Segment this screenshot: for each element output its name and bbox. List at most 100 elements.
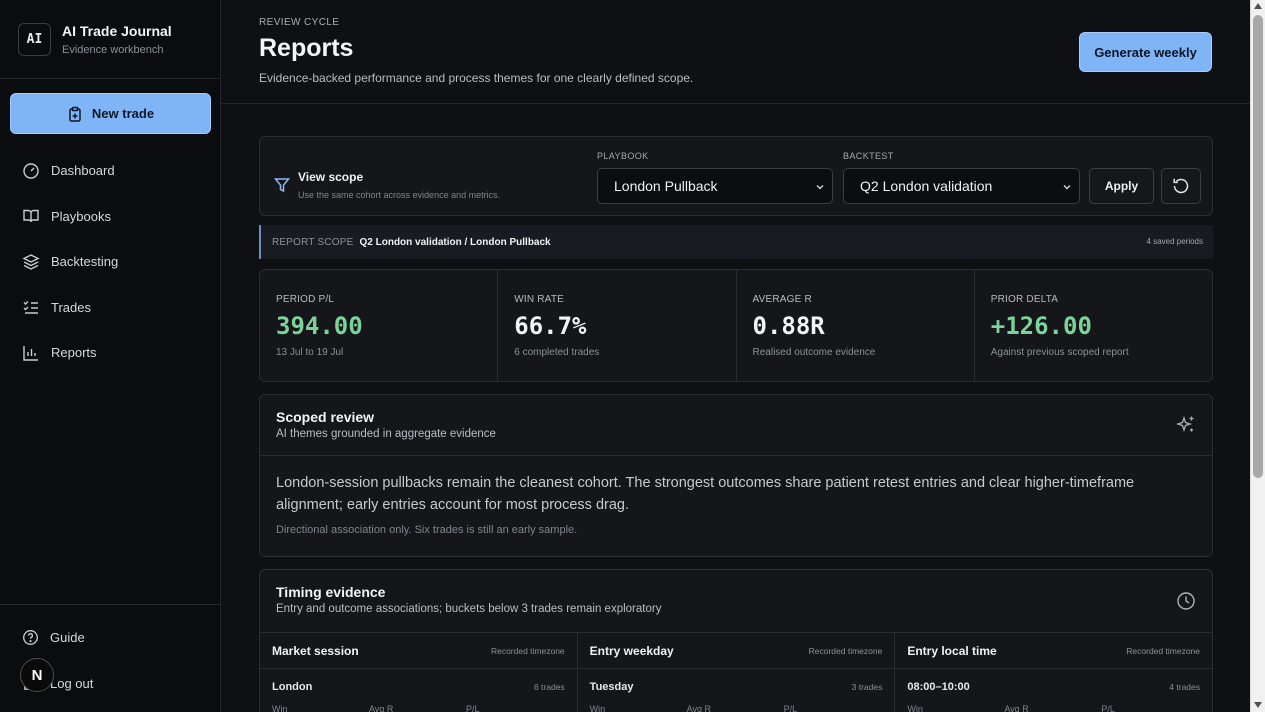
report-scope-label: REPORT SCOPE xyxy=(272,236,354,248)
column-title: Entry weekday xyxy=(589,643,674,658)
backtest-label: BACKTEST xyxy=(843,151,894,161)
timing-column-local-time: Entry local time Recorded timezone 08:00… xyxy=(895,633,1212,712)
brand-logo: AI xyxy=(18,22,51,56)
reset-button[interactable] xyxy=(1161,168,1201,204)
metric-label: PERIOD P/L xyxy=(276,294,335,305)
sidebar-item-label: Trades xyxy=(51,299,91,315)
list-checks-icon xyxy=(23,301,38,314)
column-timezone: Recorded timezone xyxy=(1126,645,1201,656)
sidebar-item-trades[interactable]: Trades xyxy=(0,285,220,331)
new-trade-label: New trade xyxy=(91,106,155,121)
row-name: Tuesday xyxy=(589,681,634,693)
metric-note: Against previous scoped report xyxy=(990,347,1129,358)
sidebar-item-label: Backtesting xyxy=(51,254,119,270)
review-subtitle: AI themes grounded in aggregate evidence xyxy=(276,428,496,440)
stat-label: Win xyxy=(589,704,606,712)
metric-note: Realised outcome evidence xyxy=(752,347,876,358)
logout-label: Log out xyxy=(50,676,94,691)
row-name: 08:00–10:00 xyxy=(907,681,970,693)
sidebar-item-label: Dashboard xyxy=(51,163,115,179)
page-subtitle: Evidence-backed performance and process … xyxy=(259,71,694,85)
sidebar-item-playbooks[interactable]: Playbooks xyxy=(0,194,220,240)
row-stats: Win Avg R P/L xyxy=(895,704,1212,712)
scrollbar-thumb[interactable] xyxy=(1253,15,1263,478)
chevron-down-icon xyxy=(1063,185,1071,190)
stat-label: P/L xyxy=(466,704,480,712)
metric-value: 66.7% xyxy=(514,312,587,340)
playbook-value: London Pullback xyxy=(614,178,718,194)
apply-button[interactable]: Apply xyxy=(1089,168,1154,204)
help-circle-icon xyxy=(23,630,38,645)
timing-evidence-card: Timing evidence Entry and outcome associ… xyxy=(259,569,1213,712)
row-stats: Win Avg R P/L xyxy=(578,704,895,712)
metric-value: 394.00 xyxy=(276,312,363,340)
stat-label: P/L xyxy=(1101,704,1115,712)
metric-value: +126.00 xyxy=(990,312,1092,340)
bar-chart-icon xyxy=(23,345,38,361)
review-text: London-session pullbacks remain the clea… xyxy=(276,475,1135,513)
saved-periods: 4 saved periods xyxy=(1146,237,1203,246)
stat-label: P/L xyxy=(783,704,798,712)
backtest-select[interactable]: Q2 London validation xyxy=(843,168,1080,204)
generate-weekly-button[interactable]: Generate weekly xyxy=(1079,32,1212,72)
stat-label: Win xyxy=(907,704,923,712)
review-title: Scoped review xyxy=(276,409,375,425)
clipboard-plus-icon xyxy=(69,106,81,122)
chevron-down-icon xyxy=(816,185,824,190)
table-row: 08:00–10:00 4 trades xyxy=(895,669,1212,705)
guide-link[interactable]: Guide xyxy=(22,629,85,646)
clock-icon xyxy=(1177,592,1195,610)
metric-note: 13 Jul to 19 Jul xyxy=(276,347,344,358)
table-row: Tuesday 3 trades xyxy=(578,669,895,705)
stat-label: Avg R xyxy=(369,704,394,712)
sidebar-item-dashboard[interactable]: Dashboard xyxy=(0,148,220,194)
timing-column-weekday: Entry weekday Recorded timezone Tuesday … xyxy=(577,633,896,712)
report-scope-value: Q2 London validation / London Pullback xyxy=(359,236,551,248)
column-title: Market session xyxy=(272,643,359,658)
page-title: Reports xyxy=(259,34,354,62)
metrics-panel: PERIOD P/L 394.00 13 Jul to 19 Jul WIN R… xyxy=(259,269,1213,382)
review-note: Directional association only. Six trades… xyxy=(276,524,578,536)
backtest-value: Q2 London validation xyxy=(860,178,993,194)
report-scope-strip: REPORT SCOPE Q2 London validation / Lond… xyxy=(259,225,1213,259)
brand-subtitle: Evidence workbench xyxy=(62,43,164,56)
book-icon xyxy=(23,210,39,223)
column-title: Entry local time xyxy=(907,643,997,658)
metric-value: 0.88R xyxy=(752,312,825,340)
stat-label: Avg R xyxy=(1004,704,1029,712)
scoped-review-card: Scoped review AI themes grounded in aggr… xyxy=(259,394,1213,557)
timing-subtitle: Entry and outcome associations; buckets … xyxy=(276,603,662,615)
sidebar-item-label: Playbooks xyxy=(51,208,111,224)
row-count: 3 trades xyxy=(851,682,883,692)
column-timezone: Recorded timezone xyxy=(808,645,883,656)
page-header: REVIEW CYCLE Reports Evidence-backed per… xyxy=(221,0,1250,104)
sparkles-icon xyxy=(1176,415,1194,433)
sidebar-footer: Guide Log out N xyxy=(0,604,220,692)
new-trade-button[interactable]: New trade xyxy=(10,93,211,134)
sidebar-nav: Dashboard Playbooks Backtesting Trades R… xyxy=(0,148,220,376)
row-count: 4 trades xyxy=(1169,682,1201,692)
row-name: London xyxy=(272,681,313,693)
scroll-down-arrow-icon[interactable] xyxy=(1254,702,1262,708)
rotate-ccw-icon xyxy=(1173,178,1189,194)
metric-win-rate: WIN RATE 66.7% 6 completed trades xyxy=(498,270,737,381)
sidebar-item-reports[interactable]: Reports xyxy=(0,330,220,376)
scroll-up-arrow-icon[interactable] xyxy=(1254,3,1262,9)
page-scrollbar[interactable] xyxy=(1250,0,1265,712)
sidebar-item-backtesting[interactable]: Backtesting xyxy=(0,239,220,285)
metric-note: 6 completed trades xyxy=(514,347,600,358)
page-eyebrow: REVIEW CYCLE xyxy=(259,17,340,28)
metric-label: WIN RATE xyxy=(514,294,564,305)
metric-label: PRIOR DELTA xyxy=(990,294,1059,305)
metric-period-pl: PERIOD P/L 394.00 13 Jul to 19 Jul xyxy=(260,270,499,381)
metric-prior-delta: PRIOR DELTA +126.00 Against previous sco… xyxy=(975,270,1212,381)
table-row: London 6 trades xyxy=(260,669,577,705)
guide-label: Guide xyxy=(50,630,85,645)
playbook-select[interactable]: London Pullback xyxy=(597,168,833,204)
scope-subtitle: Use the same cohort across evidence and … xyxy=(298,190,501,200)
row-stats: Win Avg R P/L xyxy=(260,704,577,712)
avatar[interactable]: N xyxy=(20,658,54,692)
stat-label: Avg R xyxy=(686,704,712,712)
sidebar-item-label: Reports xyxy=(51,345,97,361)
column-timezone: Recorded timezone xyxy=(490,645,565,656)
